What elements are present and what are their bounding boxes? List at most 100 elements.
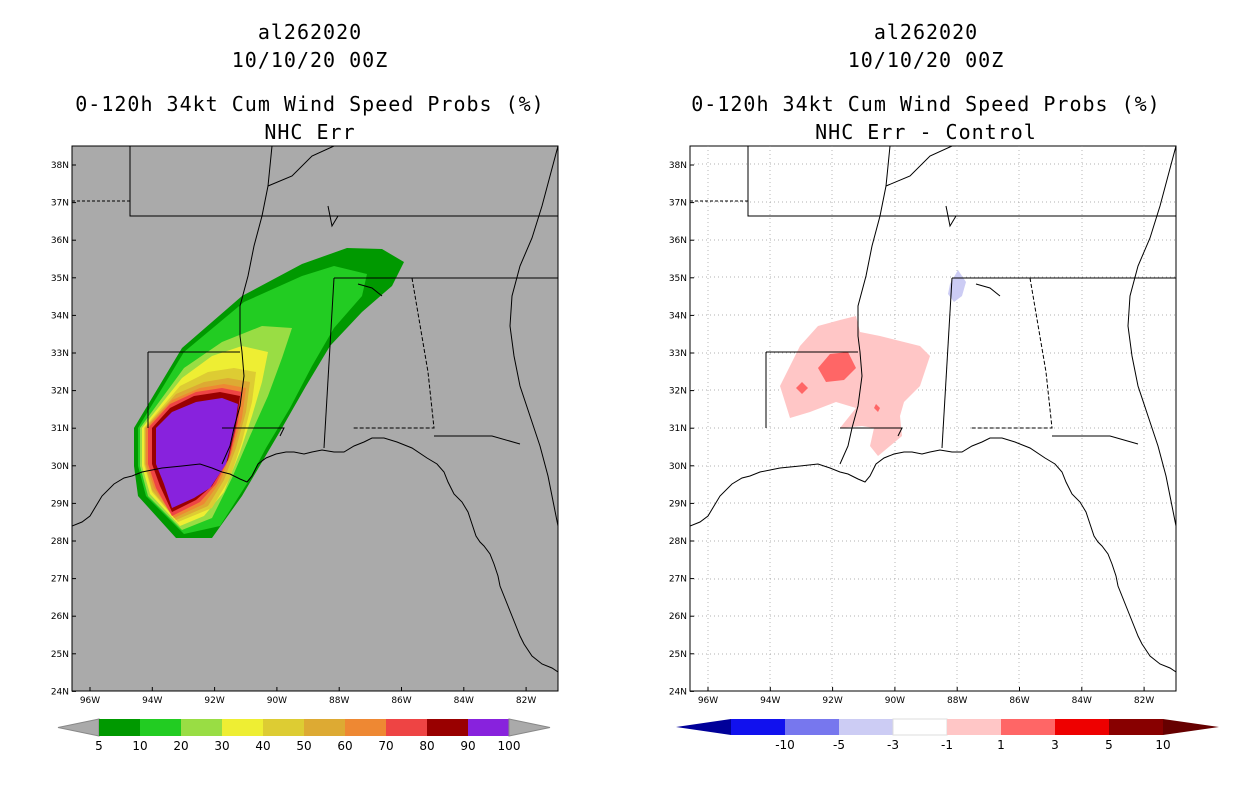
colorbar-swatch: [181, 719, 222, 736]
colorbar-label: 1: [997, 738, 1005, 752]
lat-label: 37N: [669, 199, 687, 209]
colorbar-label: 40: [255, 739, 270, 753]
colorbar-label: 10: [132, 739, 147, 753]
lat-label: 28N: [51, 537, 69, 547]
right-map: [689, 145, 1177, 692]
colorbar-swatch: [892, 718, 948, 736]
lat-label: 24N: [51, 687, 69, 697]
colorbar-label: -1: [941, 738, 953, 752]
left-product-title: 0-120h 34kt Cum Wind Speed Probs (%): [75, 92, 545, 116]
lat-label: 24N: [669, 687, 687, 697]
prob-contour-90: [156, 398, 238, 508]
lon-label: 96W: [698, 696, 718, 706]
colorbar-swatch: [468, 719, 509, 736]
colorbar-swatch: [99, 719, 140, 736]
colorbar-swatch: [427, 719, 468, 736]
left-colorbar: 5 10 20 30 40 50 60 70 80 90 100: [57, 718, 551, 753]
diff-contour-1-3: [780, 316, 930, 456]
lon-label: 94W: [142, 696, 162, 706]
colorbar-label: 5: [95, 739, 103, 753]
tick-labels: 38N 37N 36N 35N 34N 33N 32N 31N 30N 29N 28N 27N 26N 2…: [51, 161, 1155, 706]
lat-label: 33N: [669, 349, 687, 359]
colorbar-swatch: [304, 719, 345, 736]
lon-label: 82W: [516, 696, 536, 706]
colorbar-label: 50: [296, 739, 311, 753]
lat-label: 38N: [669, 161, 687, 171]
lat-label: 32N: [669, 387, 687, 397]
left-storm-id: al262020: [257, 20, 363, 44]
colorbar-swatch: [345, 719, 386, 736]
colorbar-label: 60: [337, 739, 352, 753]
colorbar-swatch: [386, 719, 427, 736]
lat-label: 34N: [51, 311, 69, 321]
lon-label: 92W: [822, 696, 842, 706]
colorbar-label: 5: [1105, 738, 1113, 752]
diff-contour-3-5-a: [818, 352, 856, 382]
lon-label: 82W: [1134, 696, 1154, 706]
lat-label: 34N: [669, 311, 687, 321]
right-product-title: 0-120h 34kt Cum Wind Speed Probs (%): [691, 92, 1161, 116]
left-map-canvas: [72, 146, 558, 673]
lat-label: 38N: [51, 161, 69, 171]
left-map: [71, 145, 559, 692]
lat-label: 36N: [669, 236, 687, 246]
lon-label: 90W: [267, 696, 287, 706]
right-model-title: NHC Err - Control: [815, 120, 1037, 144]
colorbar-label: 100: [498, 739, 521, 753]
lon-label: 92W: [204, 696, 224, 706]
colorbar-label: -10: [775, 738, 795, 752]
lat-label: 32N: [51, 387, 69, 397]
right-date: 10/10/20 00Z: [847, 48, 1005, 72]
lat-label: 31N: [51, 424, 69, 434]
lat-label: 25N: [51, 650, 69, 660]
colorbar-label: -3: [887, 738, 899, 752]
colorbar-label: -5: [833, 738, 845, 752]
lat-label: 25N: [669, 650, 687, 660]
diff-contour-3-5-b: [796, 382, 808, 394]
lat-label: 35N: [51, 274, 69, 284]
right-map-background: [689, 145, 1177, 692]
lon-label: 88W: [947, 696, 967, 706]
lon-label: 90W: [885, 696, 905, 706]
colorbar-swatch: [222, 719, 263, 736]
colorbar-label: 70: [378, 739, 393, 753]
lat-label: 26N: [669, 612, 687, 622]
colorbar-swatch: [785, 719, 839, 735]
lat-label: 30N: [51, 462, 69, 472]
lon-label: 96W: [80, 696, 100, 706]
lon-label: 84W: [1072, 696, 1092, 706]
left-model-title: NHC Err: [264, 120, 356, 144]
lat-label: 35N: [669, 274, 687, 284]
lat-label: 30N: [669, 462, 687, 472]
colorbar-swatch: [731, 719, 785, 735]
colorbar-low-arrow: [676, 719, 731, 735]
colorbar-swatch: [1055, 719, 1109, 735]
lat-label: 28N: [669, 537, 687, 547]
lat-label: 29N: [51, 499, 69, 509]
lon-label: 86W: [391, 696, 411, 706]
lat-label: 27N: [51, 575, 69, 585]
lon-label: 88W: [329, 696, 349, 706]
lon-label: 84W: [454, 696, 474, 706]
diff-contour-3-5-c: [874, 404, 880, 412]
right-storm-id: al262020: [873, 20, 979, 44]
colorbar-label: 30: [214, 739, 229, 753]
colorbar-label: 10: [1155, 738, 1170, 752]
lat-label: 33N: [51, 349, 69, 359]
colorbar-high-arrow: [1163, 719, 1219, 735]
colorbar-high-arrow: [508, 718, 551, 737]
colorbar-swatch: [140, 719, 181, 736]
right-map-canvas: [690, 146, 1176, 691]
colorbar-label: 3: [1051, 738, 1059, 752]
lat-label: 26N: [51, 612, 69, 622]
colorbar-swatch: [1109, 719, 1163, 735]
colorbar-label: 20: [173, 739, 188, 753]
colorbar-low-arrow: [57, 718, 100, 737]
lon-label: 86W: [1009, 696, 1029, 706]
lat-label: 36N: [51, 236, 69, 246]
lat-label: 27N: [669, 575, 687, 585]
colorbar-swatch: [839, 719, 893, 735]
colorbar-swatch: [947, 719, 1001, 735]
colorbar-swatch: [1001, 719, 1055, 735]
